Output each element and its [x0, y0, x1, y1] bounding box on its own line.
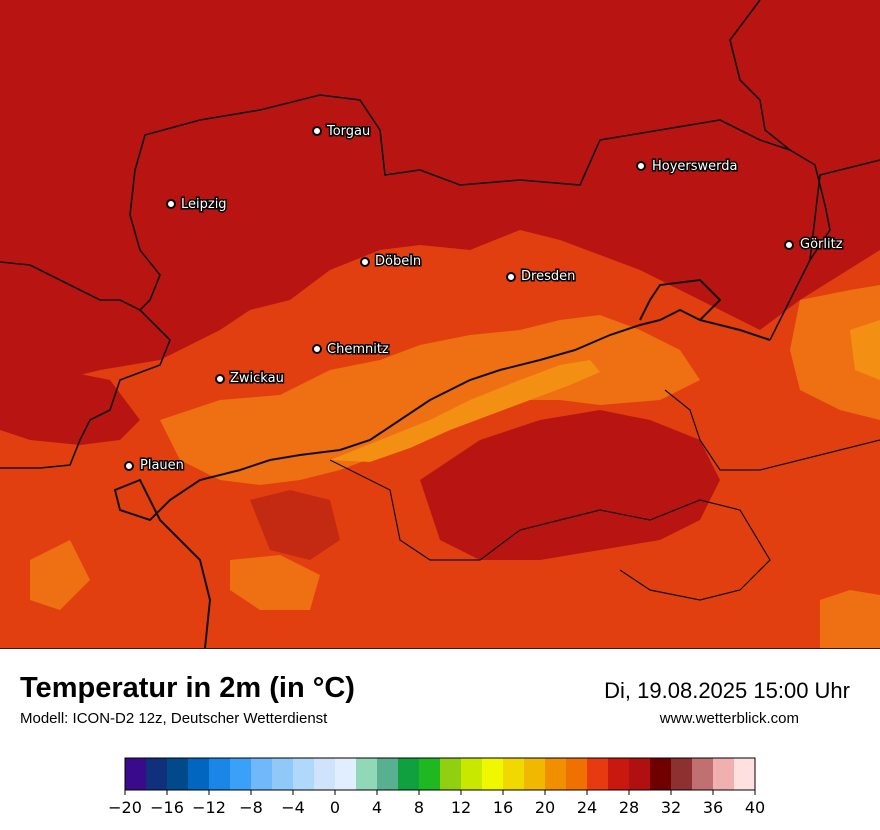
tick-label: −16	[150, 798, 184, 817]
border-east-edge	[729, 0, 791, 151]
color-swatch	[545, 758, 567, 790]
city-goerlitz: Görlitz	[784, 236, 844, 254]
border-south-region	[329, 459, 771, 601]
temperature-zone-southeast-corner	[820, 590, 880, 648]
tick-label: 40	[745, 798, 765, 817]
color-swatch	[314, 758, 336, 790]
color-scale-legend: −20 −16 −12 −8 −4 0 4 8 12 16 20 24 28 32 36 40	[0, 750, 880, 825]
city-markers: Torgau Leipzig Hoyerswerda Görlitz Döbel…	[124, 123, 844, 475]
tick-label: 4	[372, 798, 382, 817]
tick-label: 16	[493, 798, 513, 817]
color-swatch	[713, 758, 735, 790]
city-leipzig: Leipzig	[166, 196, 228, 214]
color-swatch	[440, 758, 462, 790]
border-poland	[809, 159, 880, 261]
tick-label: −20	[108, 798, 142, 817]
city-label: Leipzig	[181, 197, 227, 212]
color-swatch	[566, 758, 588, 790]
border-inner-east	[664, 389, 880, 471]
color-swatch	[461, 758, 483, 790]
color-swatch	[335, 758, 357, 790]
temperature-zone-east	[790, 285, 880, 420]
city-zwickau: Zwickau	[215, 370, 285, 388]
tick-label: −8	[239, 798, 263, 817]
color-swatch	[398, 758, 420, 790]
city-torgau: Torgau	[312, 123, 372, 141]
border-saxony-west	[0, 214, 161, 311]
tick-label: 0	[330, 798, 340, 817]
border-czech-east	[639, 278, 722, 321]
color-swatch	[587, 758, 609, 790]
temperature-zone-south-orange	[230, 555, 320, 610]
color-swatch	[272, 758, 294, 790]
temperature-zone-east-peak	[850, 320, 880, 380]
color-swatch	[356, 758, 378, 790]
city-label: Torgau	[326, 124, 370, 139]
color-swatch	[167, 758, 189, 790]
city-chemnitz: Chemnitz	[312, 341, 390, 359]
tick-label: 36	[703, 798, 723, 817]
temperature-zone-south-central	[250, 490, 340, 560]
city-label: Döbeln	[375, 254, 421, 269]
tick-label: 32	[661, 798, 681, 817]
tick-label: −4	[281, 798, 305, 817]
color-swatch	[146, 758, 168, 790]
state-borders	[0, 0, 880, 648]
color-swatch	[608, 758, 630, 790]
color-swatch	[293, 758, 315, 790]
border-czech	[113, 308, 771, 648]
color-swatch	[524, 758, 546, 790]
temperature-map: Torgau Leipzig Hoyerswerda Görlitz Döbel…	[0, 0, 880, 649]
city-doebeln: Döbeln	[360, 253, 423, 271]
temperature-zone-west	[0, 370, 140, 445]
city-plauen: Plauen	[124, 457, 185, 475]
color-scale-svg: −20 −16 −12 −8 −4 0 4 8 12 16 20 24 28 32 36 40	[108, 757, 765, 817]
map-canvas: Torgau Leipzig Hoyerswerda Görlitz Döbel…	[0, 0, 880, 648]
color-swatch	[650, 758, 672, 790]
color-swatch	[503, 758, 525, 790]
color-swatch	[377, 758, 399, 790]
website-link[interactable]: www.wetterblick.com	[659, 710, 799, 727]
color-swatch	[482, 758, 504, 790]
color-swatch	[734, 758, 756, 790]
city-dresden: Dresden	[506, 268, 577, 286]
border-saxony-southwest	[0, 309, 171, 469]
city-label: Chemnitz	[327, 342, 389, 357]
map-title: Temperatur in 2m (in °C)	[20, 672, 355, 704]
color-swatch	[251, 758, 273, 790]
city-label: Zwickau	[230, 371, 284, 386]
temperature-zone-south-east	[420, 410, 720, 560]
city-label: Plauen	[140, 458, 184, 473]
color-swatch	[188, 758, 210, 790]
color-swatch	[125, 758, 147, 790]
city-label: Dresden	[521, 269, 575, 284]
tick-label: 12	[451, 798, 471, 817]
tick-label: −12	[192, 798, 226, 817]
color-swatch	[230, 758, 252, 790]
forecast-datetime: Di, 19.08.2025 15:00 Uhr	[604, 678, 850, 703]
temperature-zone-north	[0, 0, 880, 390]
temperature-zone-ridge	[330, 360, 600, 462]
color-swatch	[419, 758, 441, 790]
color-scale-border	[124, 757, 756, 791]
color-swatch	[671, 758, 693, 790]
border-saxony-north	[129, 94, 831, 341]
color-swatch	[209, 758, 231, 790]
model-credit: Modell: ICON-D2 12z, Deutscher Wetterdie…	[20, 710, 328, 727]
city-label: Görlitz	[800, 237, 843, 252]
tick-label: 24	[577, 798, 597, 817]
tick-label: 28	[619, 798, 639, 817]
city-label: Hoyerswerda	[652, 159, 738, 174]
color-swatch	[629, 758, 651, 790]
tick-label: 20	[535, 798, 555, 817]
temperature-zone-southwest	[30, 540, 90, 610]
tick-label: 8	[414, 798, 424, 817]
color-swatch	[692, 758, 714, 790]
city-hoyerswerda: Hoyerswerda	[636, 158, 739, 176]
